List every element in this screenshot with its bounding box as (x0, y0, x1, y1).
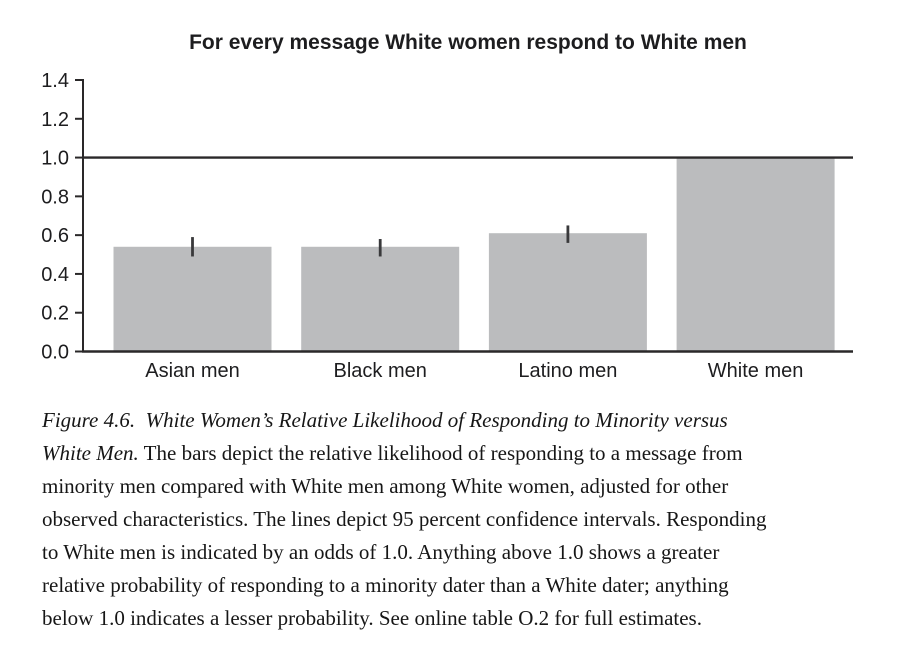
y-tick-label: 1.0 (41, 148, 69, 170)
caption-regular-text: to White men is indicated by an odds of … (42, 540, 720, 564)
caption-line: White Men. The bars depict the relative … (42, 437, 872, 470)
caption-regular-text: relative probability of responding to a … (42, 573, 729, 597)
x-category-label: White men (708, 360, 804, 382)
caption-line: relative probability of responding to a … (42, 569, 872, 602)
bar-black-men (301, 246, 460, 352)
x-category-label: Black men (334, 360, 427, 382)
caption-regular-text: observed characteristics. The lines depi… (42, 507, 767, 531)
y-tick-label: 1.4 (41, 70, 69, 92)
bar-latino-men (488, 233, 647, 352)
caption-line: observed characteristics. The lines depi… (42, 503, 872, 536)
y-tick-label: 0.8 (41, 186, 69, 208)
x-category-label: Latino men (518, 360, 617, 382)
caption-italic-text: White Men. (42, 441, 139, 465)
x-category-label: Asian men (145, 360, 240, 382)
chart-title: For every message White women respond to… (189, 31, 747, 54)
y-tick-label: 0.6 (41, 225, 69, 247)
caption-line: Figure 4.6. White Women’s Relative Likel… (42, 404, 872, 437)
y-tick-label: 1.2 (41, 109, 69, 131)
caption-regular-text: minority men compared with White men amo… (42, 474, 729, 498)
caption-line: below 1.0 indicates a lesser probability… (42, 602, 872, 635)
y-tick-label: 0.2 (41, 303, 69, 325)
caption-italic-text: Figure 4.6. White Women’s Relative Likel… (42, 408, 728, 432)
relative-likelihood-bar-chart: 0.0 0.2 0.4 0.6 0.8 1.0 1.2 1.4 Asian men Black m… (41, 70, 853, 382)
y-tick-label: 0.4 (41, 264, 69, 286)
y-tick-label: 0.0 (41, 342, 69, 364)
caption-line: minority men compared with White men amo… (42, 470, 872, 503)
caption-regular-text: The bars depict the relative likelihood … (138, 441, 743, 465)
caption-line: to White men is indicated by an odds of … (42, 536, 872, 569)
bar-white-men (676, 157, 835, 352)
bar-asian-men (113, 246, 272, 352)
caption-regular-text: below 1.0 indicates a lesser probability… (42, 606, 702, 630)
figure-caption: Figure 4.6. White Women’s Relative Likel… (42, 404, 872, 635)
